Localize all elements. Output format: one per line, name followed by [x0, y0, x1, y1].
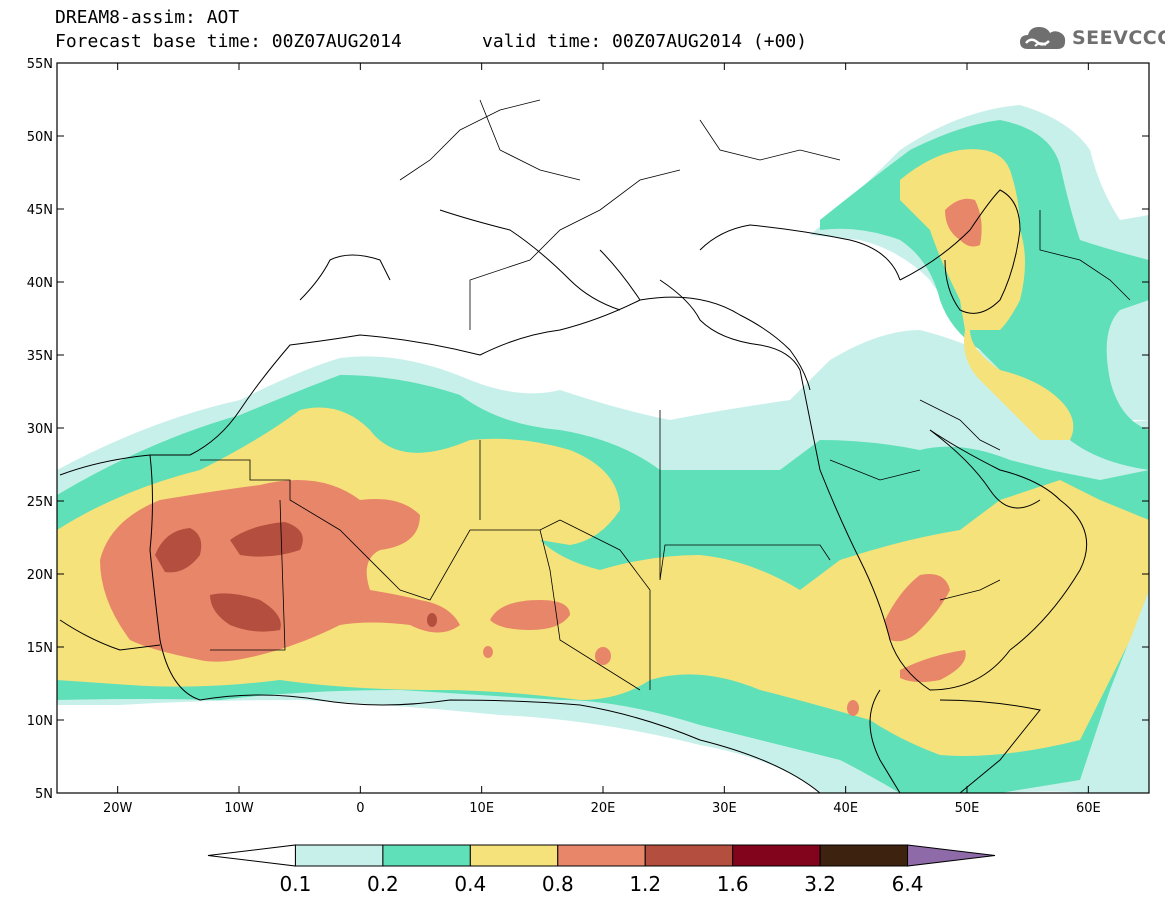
- lon-tick-label: 20W: [103, 801, 133, 816]
- lon-tick-label: 10E: [469, 801, 494, 816]
- cloud-icon: [1020, 27, 1066, 49]
- colorbar: 0.1 0.2 0.4 0.8 1.2 1.6 3.2 6.4: [207, 844, 996, 896]
- colorbar-label: 0.1: [280, 872, 312, 896]
- longitude-axis: 20W 10W 0 10E 20E 30E 40E 50E 60E: [103, 63, 1101, 816]
- colorbar-segment: [819, 844, 909, 867]
- forecast-base-time: Forecast base time: 00Z07AUG2014: [55, 31, 402, 52]
- colorbar-segment: [907, 844, 996, 867]
- lat-tick-label: 25N: [27, 495, 53, 510]
- colorbar-label: 0.8: [542, 872, 574, 896]
- lon-tick-label: 10W: [224, 801, 254, 816]
- aot-level-0.8: [490, 600, 570, 630]
- lon-tick-label: 20E: [591, 801, 616, 816]
- seevccc-logo: SEEVCCC: [1018, 22, 1165, 54]
- aot-level-0.8: [945, 198, 982, 247]
- aot-level-0.8: [900, 650, 966, 683]
- colorbar-segment: [294, 844, 384, 867]
- lon-tick-label: 50E: [955, 801, 980, 816]
- lat-tick-label: 45N: [27, 203, 53, 218]
- lat-tick-label: 50N: [27, 130, 53, 145]
- lon-tick-label: 30E: [712, 801, 737, 816]
- coastlines: [59, 189, 1088, 794]
- colorbar-label: 1.2: [629, 872, 661, 896]
- aot-level-1.2: [155, 528, 202, 573]
- lon-tick-label: 60E: [1076, 801, 1101, 816]
- lat-tick-label: 55N: [27, 57, 53, 72]
- aot-level-0.8: [100, 480, 460, 662]
- colorbar-label: 0.4: [454, 872, 486, 896]
- valid-time: valid time: 00Z07AUG2014 (+00): [482, 31, 808, 52]
- colorbar-label: 6.4: [892, 872, 924, 896]
- lat-tick-label: 35N: [27, 349, 53, 364]
- aot-level-0.8: [483, 646, 493, 658]
- aot-level-1.2: [230, 522, 303, 557]
- borders: [200, 99, 1131, 691]
- colorbar-segment: [469, 844, 559, 867]
- colorbar-label: 3.2: [804, 872, 836, 896]
- lon-tick-label: 40E: [833, 801, 858, 816]
- lon-tick-label: 0: [356, 801, 364, 816]
- lat-tick-label: 5N: [35, 787, 53, 802]
- aot-level-0.8: [847, 700, 859, 716]
- colorbar-segment: [732, 844, 821, 867]
- aot-level-0.8: [595, 647, 611, 665]
- aot-level-0.4: [900, 149, 1074, 440]
- colorbar-segment: [382, 844, 471, 867]
- lat-tick-label: 10N: [27, 714, 53, 729]
- latitude-axis: 55N 50N 45N 40N 35N 30N 25N 20N 15N 10N 5N: [27, 57, 1149, 802]
- aot-level-0.8: [885, 574, 950, 642]
- colorbar-segment: [557, 844, 646, 867]
- colorbar-label: 0.2: [367, 872, 399, 896]
- aot-level-1.2: [427, 613, 437, 627]
- aot-field: [57, 105, 1149, 793]
- logo-text: SEEVCCC: [1072, 27, 1165, 49]
- colorbar-segment: [644, 844, 734, 867]
- lat-tick-label: 15N: [27, 641, 53, 656]
- colorbar-label: 1.6: [717, 872, 749, 896]
- lat-tick-label: 40N: [27, 276, 53, 291]
- lat-tick-label: 30N: [27, 422, 53, 437]
- map-title: DREAM8-assim: AOT: [55, 7, 240, 28]
- aot-level-1.2: [210, 593, 281, 632]
- lat-tick-label: 20N: [27, 568, 53, 583]
- colorbar-segment: [207, 844, 296, 867]
